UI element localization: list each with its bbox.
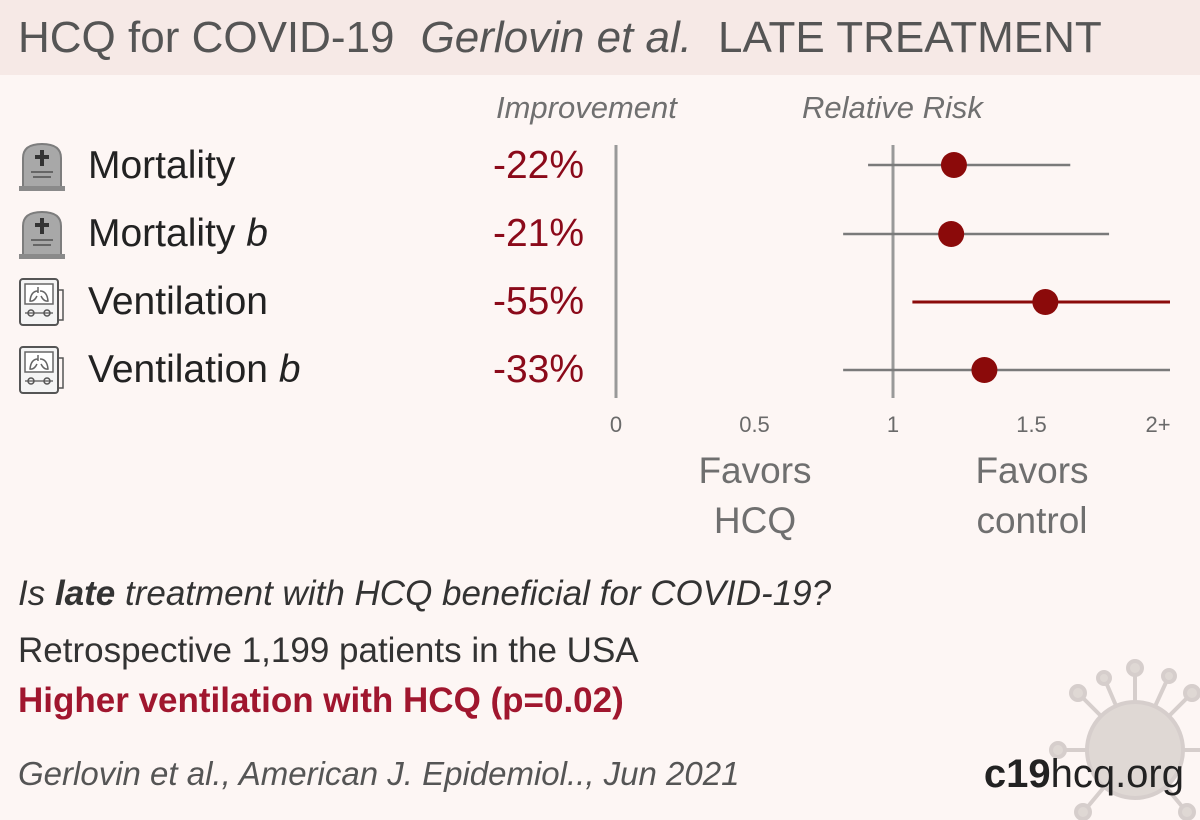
x-tick-label: 1: [887, 412, 899, 437]
favors-hcq-label: Favors HCQ: [655, 446, 855, 546]
tombstone-icon: [19, 142, 65, 191]
outcome-row-ventilation: Ventilation -55%: [0, 272, 600, 332]
improvement-value: -21%: [492, 212, 584, 255]
ventilator-icon: [19, 346, 64, 394]
study-authors: Gerlovin et al.: [420, 12, 692, 62]
relative-risk-point: [938, 221, 965, 247]
favors-control-label: Favors control: [932, 446, 1132, 546]
x-tick-label: 0.5: [739, 412, 770, 437]
title-bar: HCQ for COVID-19 Gerlovin et al. LATE TR…: [0, 0, 1200, 75]
improvement-value: -55%: [492, 280, 584, 323]
study-description: Retrospective 1,199 patients in the USA: [18, 631, 639, 670]
site-logo[interactable]: c19hcq.org: [983, 752, 1184, 796]
outcome-row-mortality-b: Mortality b -21%: [0, 204, 600, 264]
improvement-value: -22%: [492, 144, 584, 187]
favors-hcq-line-2: HCQ: [713, 500, 797, 541]
outcome-label: Ventilation: [88, 280, 268, 323]
relative-risk-point: [1032, 289, 1059, 315]
favors-hcq-line-1: Favors: [698, 450, 812, 491]
x-tick-label: 1.5: [1016, 412, 1047, 437]
virus-watermark-icon: [1049, 659, 1200, 820]
improvement-value: -33%: [492, 348, 584, 391]
tombstone-icon: [19, 210, 65, 259]
outcome-row-mortality: Mortality -22%: [0, 136, 600, 196]
outcome-label: Mortality: [88, 144, 236, 187]
x-tick-label: 0: [610, 412, 622, 437]
relative-risk-column-header: Relative Risk: [802, 90, 983, 125]
result-highlight: Higher ventilation with HCQ (p=0.02): [18, 681, 624, 720]
favors-control-line-1: Favors: [975, 450, 1089, 491]
relative-risk-point: [971, 357, 998, 383]
treatment-stage: LATE TREATMENT: [717, 12, 1102, 62]
outcome-label: Mortality b: [88, 212, 268, 255]
citation: Gerlovin et al., American J. Epidemiol..…: [18, 755, 740, 792]
favors-control-line-2: control: [976, 500, 1088, 541]
x-tick-label: 2+: [1145, 412, 1170, 437]
outcome-row-ventilation-b: Ventilation b -33%: [0, 340, 600, 400]
page-title: HCQ for COVID-19: [18, 12, 395, 62]
improvement-column-header: Improvement: [496, 90, 677, 125]
outcome-label: Ventilation b: [88, 348, 301, 391]
question-text: Is late treatment with HCQ beneficial fo…: [18, 574, 832, 613]
ventilator-icon: [19, 278, 64, 326]
relative-risk-point: [940, 152, 967, 178]
